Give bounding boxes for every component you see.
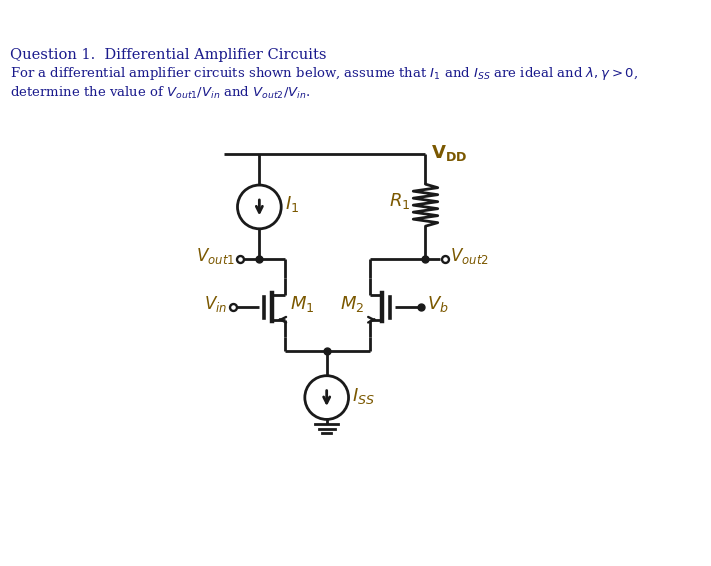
Text: $\it{M_1}$: $\it{M_1}$ [290,294,314,314]
Text: $\it{I_1}$: $\it{I_1}$ [284,194,299,215]
Text: determine the value of $V_{out1}/V_{in}$ and $V_{out2}/V_{in}$.: determine the value of $V_{out1}/V_{in}$… [10,84,311,101]
Text: $\it{V}$$\it{_{out1}}$: $\it{V}$$\it{_{out1}}$ [196,246,235,266]
Text: $\it{V}$$\it{_{out2}}$: $\it{V}$$\it{_{out2}}$ [450,246,489,266]
Text: $\it{V_b}$: $\it{V_b}$ [427,294,449,314]
Text: For a differential amplifier circuits shown below, assume that $I_1$ and $I_{SS}: For a differential amplifier circuits sh… [10,65,638,82]
Text: $\bf{V}$$\bf{_{DD}}$: $\bf{V}$$\bf{_{DD}}$ [431,143,467,162]
Text: $\it{I}$$\it{_{SS}}$: $\it{I}$$\it{_{SS}}$ [352,386,375,406]
Text: $\it{R_1}$: $\it{R_1}$ [389,191,410,211]
Text: Question 1.  Differential Amplifier Circuits: Question 1. Differential Amplifier Circu… [10,48,326,62]
Text: $\it{M_2}$: $\it{M_2}$ [340,294,364,314]
Text: $\it{V}$$\it{_{in}}$: $\it{V}$$\it{_{in}}$ [203,294,227,314]
